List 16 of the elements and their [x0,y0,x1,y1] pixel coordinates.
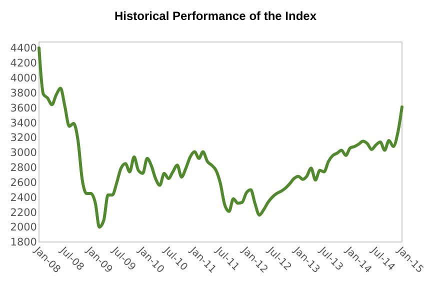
line-series [38,46,404,229]
y-tick-label: 3800 [10,87,37,100]
y-tick-label: 4200 [10,58,37,70]
y-tick-label: 2000 [10,222,37,234]
y-tick-label: 2800 [10,162,37,174]
chart-title: Historical Performance of the Index [114,9,317,23]
y-tick-label: 1800 [10,236,37,249]
y-tick-label: 2400 [10,192,37,204]
y-tick-label: 2200 [10,206,37,219]
y-tick-label: 4000 [10,72,37,84]
y-tick-label: 2600 [10,176,37,189]
y-tick-label: 3200 [10,132,37,144]
y-tick-label: 3600 [10,102,37,114]
y-tick-label: 3400 [10,117,37,130]
y-tick-label: 4400 [10,42,37,55]
y-tick-label: 3000 [10,147,37,160]
